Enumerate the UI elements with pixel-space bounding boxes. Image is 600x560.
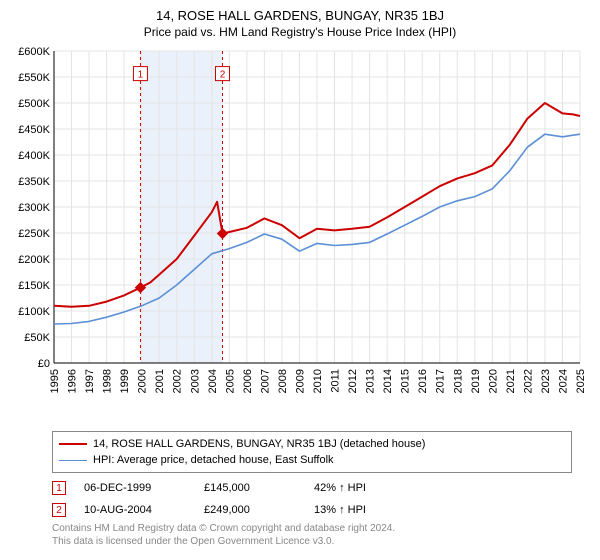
svg-text:2002: 2002 [172, 369, 184, 393]
svg-text:1996: 1996 [67, 369, 79, 393]
svg-text:2021: 2021 [505, 369, 517, 393]
svg-text:2008: 2008 [277, 369, 289, 393]
svg-text:2022: 2022 [522, 369, 534, 393]
svg-text:1995: 1995 [49, 369, 61, 393]
svg-text:2: 2 [220, 70, 226, 81]
svg-text:2005: 2005 [224, 369, 236, 393]
sale-marker-icon: 2 [52, 503, 66, 517]
svg-text:£50K: £50K [24, 332, 50, 344]
svg-text:2004: 2004 [207, 369, 219, 393]
legend-row-hpi: HPI: Average price, detached house, East… [59, 452, 565, 468]
sale-price: £145,000 [204, 482, 314, 494]
svg-text:2017: 2017 [435, 369, 447, 393]
svg-text:£0: £0 [38, 358, 50, 370]
svg-text:2007: 2007 [259, 369, 271, 393]
footer-line: This data is licensed under the Open Gov… [52, 536, 572, 549]
svg-text:1997: 1997 [84, 369, 96, 393]
svg-text:£300K: £300K [18, 202, 50, 214]
svg-text:£400K: £400K [18, 150, 50, 162]
svg-text:2020: 2020 [487, 369, 499, 393]
sale-diff: 13% ↑ HPI [314, 504, 424, 516]
svg-text:2019: 2019 [470, 369, 482, 393]
svg-text:£150K: £150K [18, 280, 50, 292]
footer-line: Contains HM Land Registry data © Crown c… [52, 523, 572, 536]
sale-date: 10-AUG-2004 [84, 504, 204, 516]
legend-row-property: 14, ROSE HALL GARDENS, BUNGAY, NR35 1BJ … [59, 436, 565, 452]
sale-date: 06-DEC-1999 [84, 482, 204, 494]
svg-text:2018: 2018 [452, 369, 464, 393]
svg-text:2006: 2006 [242, 369, 254, 393]
legend-label-property: 14, ROSE HALL GARDENS, BUNGAY, NR35 1BJ … [93, 438, 425, 450]
sale-diff: 42% ↑ HPI [314, 482, 424, 494]
sale-marker-icon: 1 [52, 481, 66, 495]
legend: 14, ROSE HALL GARDENS, BUNGAY, NR35 1BJ … [52, 431, 572, 473]
svg-text:2001: 2001 [154, 369, 166, 393]
svg-text:£500K: £500K [18, 98, 50, 110]
svg-text:2012: 2012 [347, 369, 359, 393]
svg-text:1999: 1999 [119, 369, 131, 393]
svg-text:2025: 2025 [575, 369, 587, 393]
svg-text:2003: 2003 [189, 369, 201, 393]
footer: Contains HM Land Registry data © Crown c… [52, 523, 572, 548]
svg-text:1: 1 [138, 70, 144, 81]
line-chart-svg: £0 £50K £100K £150K £200K £250K £300K £350K £400… [10, 45, 590, 425]
chart-subtitle: Price paid vs. HM Land Registry's House … [10, 25, 590, 39]
svg-text:£100K: £100K [18, 306, 50, 318]
svg-text:2013: 2013 [365, 369, 377, 393]
svg-text:2009: 2009 [294, 369, 306, 393]
svg-text:2010: 2010 [312, 369, 324, 393]
sale-row: 1 06-DEC-1999 £145,000 42% ↑ HPI [52, 477, 572, 499]
svg-text:£600K: £600K [18, 46, 50, 58]
legend-label-hpi: HPI: Average price, detached house, East… [93, 454, 334, 466]
sale-row: 2 10-AUG-2004 £249,000 13% ↑ HPI [52, 499, 572, 521]
svg-text:£200K: £200K [18, 254, 50, 266]
svg-text:£550K: £550K [18, 72, 50, 84]
svg-text:2014: 2014 [382, 369, 394, 393]
sales-table: 1 06-DEC-1999 £145,000 42% ↑ HPI 2 10-AU… [52, 477, 572, 521]
svg-text:£350K: £350K [18, 176, 50, 188]
svg-text:2016: 2016 [417, 369, 429, 393]
svg-text:2011: 2011 [330, 369, 342, 393]
sale-price: £249,000 [204, 504, 314, 516]
svg-text:2015: 2015 [400, 369, 412, 393]
chart-title: 14, ROSE HALL GARDENS, BUNGAY, NR35 1BJ [10, 8, 590, 23]
svg-text:£250K: £250K [18, 228, 50, 240]
svg-text:2000: 2000 [137, 369, 149, 393]
legend-swatch-property [59, 443, 87, 445]
svg-text:1998: 1998 [102, 369, 114, 393]
svg-text:2023: 2023 [540, 369, 552, 393]
svg-text:£450K: £450K [18, 124, 50, 136]
legend-swatch-hpi [59, 460, 87, 461]
chart-area: £0 £50K £100K £150K £200K £250K £300K £350K £400… [10, 45, 590, 425]
svg-text:2024: 2024 [557, 369, 569, 393]
